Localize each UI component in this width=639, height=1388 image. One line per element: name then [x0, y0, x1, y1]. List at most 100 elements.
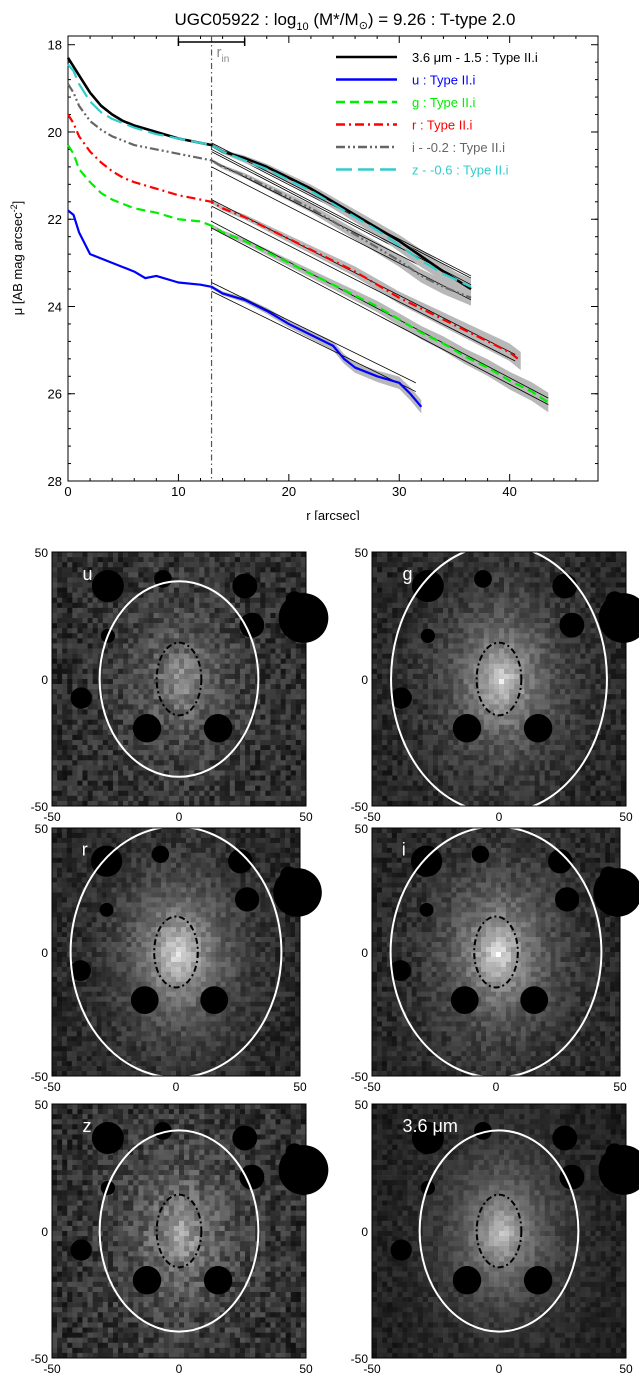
fit-line [212, 167, 471, 300]
star-mask [92, 570, 124, 602]
x-tick-label: 50 [299, 1362, 313, 1376]
y-tick-label: 50 [35, 1098, 49, 1112]
star-mask [520, 986, 548, 1014]
star-mask [235, 887, 259, 911]
star-mask [559, 613, 584, 638]
star-mask [453, 714, 481, 742]
star-mask [133, 714, 161, 742]
panel-label: r [82, 839, 88, 859]
star-mask [239, 1165, 264, 1190]
noise-image [372, 552, 626, 806]
y-tick-label: 0 [41, 946, 48, 960]
y-tick-label: 50 [355, 546, 369, 560]
y-tick-label: 50 [355, 1098, 369, 1112]
star-mask [204, 714, 232, 742]
legend-label: u : Type II.i [412, 73, 475, 88]
legend-label: i - -0.2 : Type II.i [412, 140, 505, 155]
legend-label: 3.6 μm - 1.5 : Type II.i [412, 50, 538, 65]
legend-label: g : Type II.i [412, 95, 475, 110]
y-tick-label: 24 [48, 299, 62, 314]
y-tick-label: 50 [35, 822, 49, 836]
panel-label: z [82, 1116, 91, 1136]
y-tick-label: 0 [41, 1225, 48, 1239]
star-mask [279, 1145, 329, 1195]
y-tick-label: 22 [48, 212, 62, 227]
noise-image [52, 828, 300, 1076]
x-tick-label: 0 [176, 1362, 183, 1376]
star-mask [92, 1122, 124, 1154]
chart-title: UGC05922 : log10 (M*/M⊙) = 9.26 : T-type… [174, 10, 515, 33]
panel-label: u [82, 564, 92, 584]
y-tick-label: -50 [351, 1070, 369, 1084]
star-mask [133, 1266, 161, 1294]
y-tick-label: 50 [355, 822, 369, 836]
fit-line [212, 282, 416, 382]
legend-label: r : Type II.i [412, 118, 473, 133]
y-tick-label: 0 [361, 1225, 368, 1239]
star-mask [453, 1266, 481, 1294]
y-tick-label: 0 [41, 673, 48, 687]
star-mask [71, 687, 92, 708]
star-mask [451, 986, 479, 1014]
noise-image [52, 552, 306, 806]
star-mask [204, 1266, 232, 1294]
y-axis-label: μ [AB mag arcsec-2] [9, 201, 25, 316]
r-in-label: rin [217, 44, 230, 65]
x-tick-label: 40 [502, 484, 516, 499]
uncertainty-band [212, 285, 422, 413]
star-mask [420, 903, 434, 917]
y-tick-label: 50 [35, 546, 49, 560]
panel-label: i [402, 839, 406, 859]
star-mask [273, 868, 322, 917]
y-tick-label: 26 [48, 387, 62, 402]
star-mask [239, 613, 264, 638]
y-tick-label: 28 [48, 474, 62, 489]
noise-image [372, 1104, 626, 1358]
panel-label: 3.6 μm [402, 1116, 457, 1136]
star-mask [421, 629, 435, 643]
y-tick-label: -50 [31, 1352, 49, 1366]
star-mask [524, 1266, 552, 1294]
star-mask [552, 1126, 577, 1151]
star-mask [474, 570, 492, 588]
x-axis-label: r [arcsec] [306, 508, 359, 520]
star-mask [152, 846, 169, 863]
y-tick-label: -50 [31, 1070, 49, 1084]
x-tick-label: 0 [496, 1362, 503, 1376]
y-tick-label: 18 [48, 38, 62, 53]
noise-image [372, 828, 620, 1076]
profile-chart: UGC05922 : log10 (M*/M⊙) = 9.26 : T-type… [0, 0, 639, 520]
star-mask [555, 887, 579, 911]
star-mask [412, 570, 444, 602]
y-tick-label: -50 [351, 1352, 369, 1366]
y-tick-label: 0 [361, 673, 368, 687]
legend-label: z - -0.6 : Type II.i [412, 163, 509, 178]
star-mask [552, 574, 577, 599]
star-mask [232, 1126, 257, 1151]
x-tick-label: 30 [392, 484, 406, 499]
star-mask [391, 1239, 412, 1260]
x-tick-label: 20 [282, 484, 296, 499]
y-tick-label: 20 [48, 125, 62, 140]
star-mask [131, 986, 159, 1014]
noise-image [52, 1104, 306, 1358]
star-mask [472, 846, 489, 863]
star-mask [279, 593, 329, 643]
star-mask [232, 574, 257, 599]
star-mask [71, 1239, 92, 1260]
star-mask [100, 903, 114, 917]
x-tick-label: 50 [619, 1362, 633, 1376]
star-mask [559, 1165, 584, 1190]
uncertainty-band [212, 159, 471, 306]
x-tick-label: 10 [171, 484, 185, 499]
star-mask [200, 986, 228, 1014]
panel-label: g [402, 564, 412, 584]
y-tick-label: 0 [361, 946, 368, 960]
x-tick-label: 0 [64, 484, 71, 499]
